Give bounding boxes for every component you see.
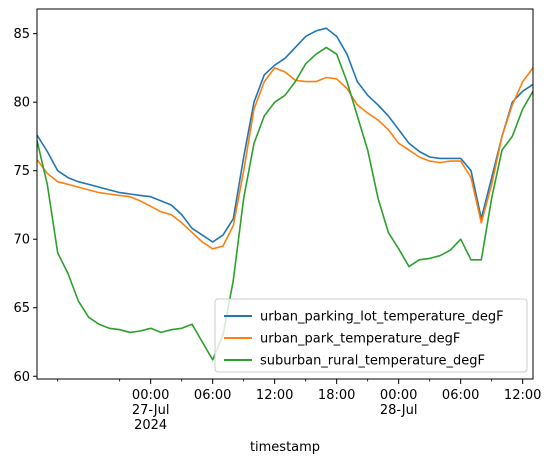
x-axis-title: timestamp [250, 440, 320, 455]
y-tick-label: 75 [13, 164, 30, 179]
x-tick-label: 27-Jul [132, 403, 170, 418]
y-tick-label: 80 [13, 96, 30, 111]
x-tick-label: 18:00 [318, 388, 355, 403]
x-tick-label: 28-Jul [380, 403, 418, 418]
plot-frame [36, 8, 534, 380]
series-layer [36, 27, 534, 361]
series-line-1 [36, 27, 534, 243]
x-tick-label: 12:00 [504, 388, 541, 403]
x-tick-label: 2024 [134, 418, 167, 433]
legend-label-3: suburban_rural_temperature_degF [260, 354, 485, 369]
y-axis: 60 65 70 75 80 85 [13, 27, 37, 385]
y-tick-label: 60 [13, 370, 30, 385]
x-tick-label: 12:00 [256, 388, 293, 403]
x-tick-label: 00:00 [380, 388, 417, 403]
legend: urban_parking_lot_temperature_degF urban_… [214, 298, 528, 373]
x-tick-label: 00:00 [132, 388, 169, 403]
legend-box [214, 298, 528, 373]
series-line-2 [36, 67, 534, 250]
x-tick-label: 06:00 [442, 388, 479, 403]
x-tick-label: 06:00 [194, 388, 231, 403]
y-tick-label: 85 [13, 27, 30, 42]
legend-label-2: urban_park_temperature_degF [260, 332, 460, 347]
series-line-3 [36, 46, 534, 361]
legend-label-1: urban_parking_lot_temperature_degF [260, 310, 504, 325]
y-tick-label: 70 [13, 233, 30, 248]
y-tick-label: 65 [13, 301, 30, 316]
